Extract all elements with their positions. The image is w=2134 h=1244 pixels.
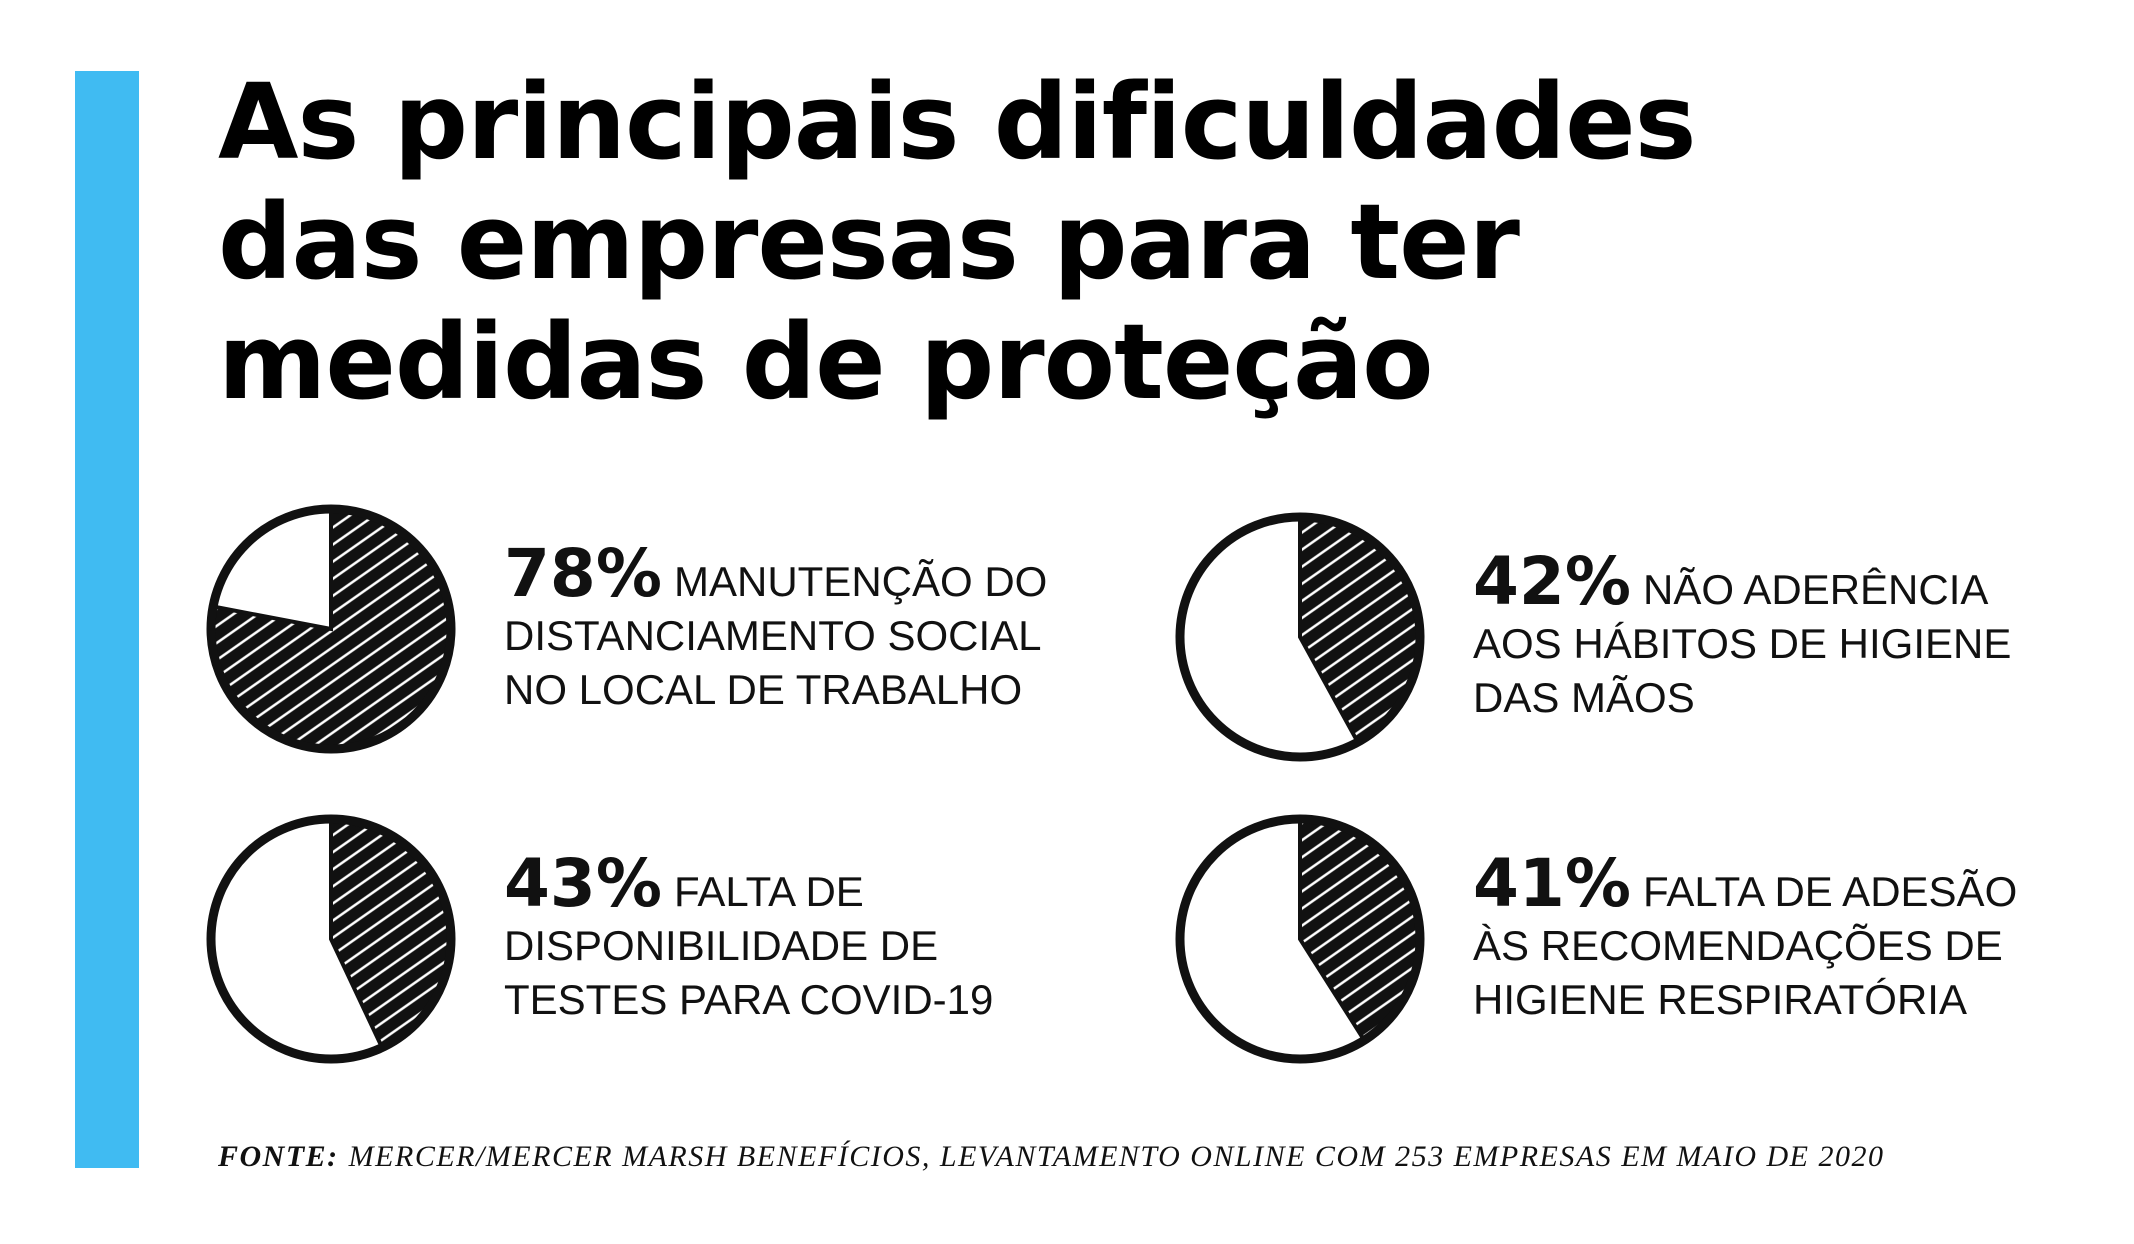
pie-caption: 43% FALTA DE DISPONIBILIDADE DE TESTES PA… (504, 851, 1064, 1027)
title: As principais dificuldades das empresas … (218, 61, 1697, 423)
source-text: MERCER/MERCER MARSH BENEFÍCIOS, LEVANTAM… (348, 1140, 1885, 1173)
pie-description: FALTA DE ADESÃO ÀS RECOMENDAÇÕES DE HIGI… (1473, 868, 2018, 1023)
pie-outline (1175, 512, 1425, 762)
pie-caption: 78% MANUTENÇÃO DO DISTANCIAMENTO SOCIAL N… (504, 541, 1064, 717)
pie-outline (206, 814, 456, 1064)
source: FONTE: MERCER/MERCER MARSH BENEFÍCIOS, LE… (218, 1140, 1884, 1174)
pie-description: FALTA DE DISPONIBILIDADE DE TESTES PARA … (504, 868, 994, 1023)
pie-caption: 41% FALTA DE ADESÃO ÀS RECOMENDAÇÕES DE H… (1473, 851, 2033, 1027)
value-label: 78% (504, 535, 662, 612)
value-label: 42% (1473, 543, 1631, 620)
pie-description: NÃO ADERÊNCIA AOS HÁBITOS DE HIGIENE DAS… (1473, 566, 2012, 721)
value-label: 41% (1473, 845, 1631, 922)
source-label: FONTE: (218, 1140, 339, 1173)
value-label: 43% (504, 845, 662, 922)
pie-outline (206, 504, 456, 754)
pie-description: MANUTENÇÃO DO DISTANCIAMENTO SOCIAL NO L… (504, 558, 1048, 713)
pie-outline (1175, 814, 1425, 1064)
accent-bar (75, 71, 139, 1168)
pie-caption: 42% NÃO ADERÊNCIA AOS HÁBITOS DE HIGIENE … (1473, 549, 2033, 725)
